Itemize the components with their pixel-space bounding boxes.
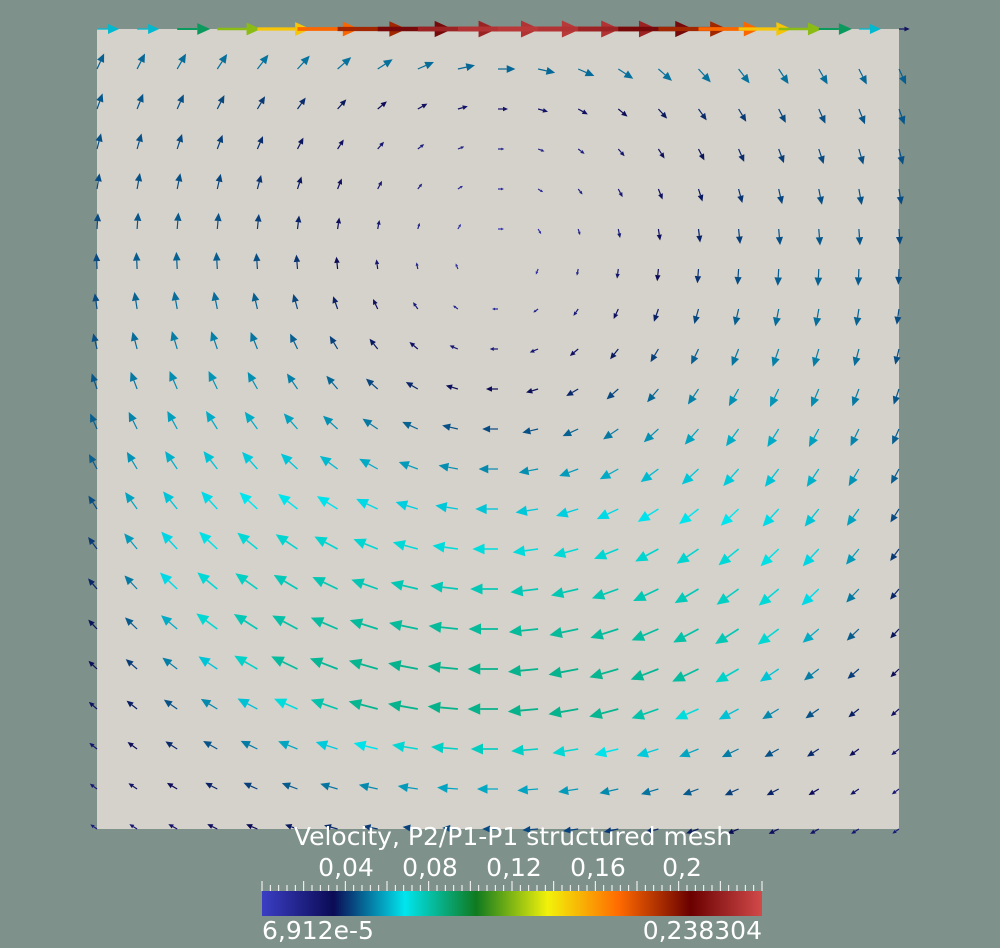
velocity-arrow-shaft [859,229,860,237]
color-legend-tick-label: 0,08 [402,853,458,883]
velocity-arrow-shaft [95,341,97,349]
velocity-arrow-shaft [93,786,97,789]
velocity-arrow-shaft [338,223,339,229]
velocity-arrow-shaft [699,229,700,236]
velocity-arrow-head [88,496,95,505]
velocity-arrow-shaft [337,263,338,269]
velocity-arrow-shaft [93,543,97,549]
velocity-arrow-shaft [217,221,218,229]
color-legend-tick-label: 0,2 [662,853,702,883]
velocity-arrow-shaft [377,264,378,269]
velocity-arrow-shaft [177,221,178,229]
velocity-arrow-shaft [257,221,258,229]
velocity-arrow-head [91,373,98,382]
velocity-arrow-shaft [896,829,899,831]
velocity-arrow-shaft [899,69,903,77]
velocity-arrow-shaft [618,269,619,274]
velocity-arrow-shaft [297,262,298,269]
velocity-arrow-shaft [94,421,97,429]
velocity-arrow-shaft [93,584,97,589]
velocity-arrow-head [88,537,95,545]
color-legend-tick-label: 0,16 [570,853,626,883]
color-legend-tick-label: 0,04 [318,853,374,883]
velocity-arrow-shaft [899,189,900,197]
velocity-arrow-head [904,27,909,32]
velocity-arrow-shaft [93,462,97,469]
velocity-arrow-shaft [417,266,418,269]
velocity-arrow-shaft [899,109,902,117]
velocity-arrow-shaft [814,829,818,831]
velocity-arrow-shaft [93,624,97,629]
velocity-arrow-shaft [698,269,699,276]
velocity-arrow-shaft [137,221,138,229]
velocity-arrow-shaft [779,229,780,237]
velocity-arrow-shaft [739,229,740,237]
velocity-arrow-shaft [738,269,739,277]
velocity-arrow-shaft [658,229,659,235]
velocity-arrow-shaft [93,746,97,749]
color-legend-min-label: 6,912e-5 [262,917,374,945]
color-legend-bar [262,891,762,916]
velocity-arrow-shaft [855,829,859,831]
color-legend-max-label: 0,238304 [643,917,762,945]
velocity-arrow-shaft [528,789,538,790]
velocity-arrow-shaft [94,381,97,389]
velocity-arrow-shaft [93,665,97,669]
velocity-arrow-shaft [94,827,97,829]
velocity-arrow-shaft [298,222,299,229]
velocity-arrow-shaft [658,269,659,275]
velocity-arrow-shaft [447,788,457,789]
color-legend-tick-label: 0,12 [486,853,542,883]
velocity-arrow-shaft [96,301,97,309]
velocity-arrow-shaft [93,502,97,509]
velocity-arrow-head [898,116,905,125]
velocity-arrow-shaft [578,269,579,272]
velocity-arrow-shaft [93,705,97,709]
velocity-arrow-shaft [819,229,820,237]
color-legend-title: Velocity, P2/P1-P1 structured mesh [250,822,776,852]
velocity-arrow-shaft [899,149,901,157]
velocity-arrow-shaft [257,261,258,269]
